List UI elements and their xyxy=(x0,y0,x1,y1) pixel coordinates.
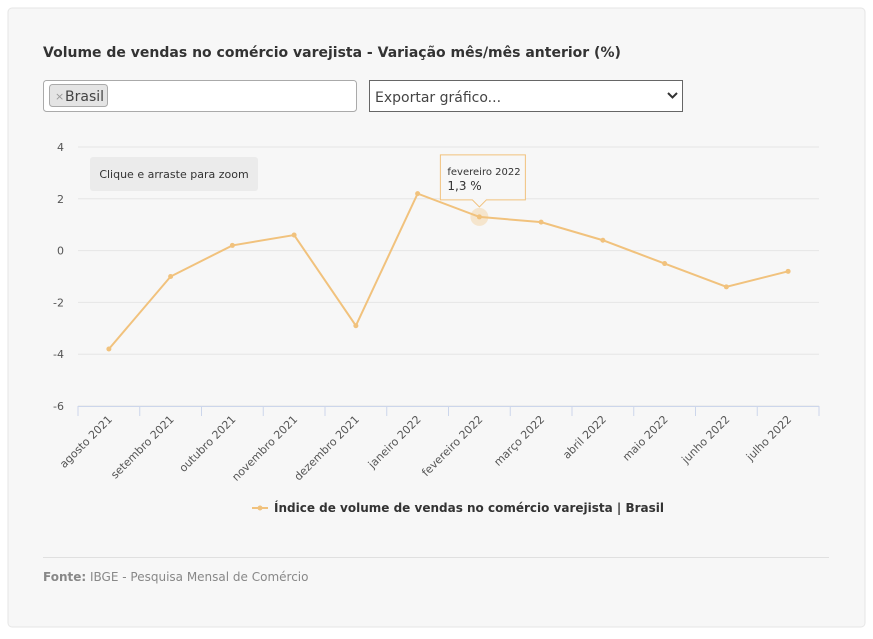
data-point xyxy=(723,284,729,290)
data-point xyxy=(662,261,668,267)
data-point xyxy=(106,346,112,352)
legend-label: Índice de volume de vendas no comércio v… xyxy=(274,500,664,515)
tooltip-title: fevereiro 2022 xyxy=(447,167,520,178)
data-point xyxy=(291,232,297,238)
filter-input[interactable] xyxy=(43,80,357,112)
data-point xyxy=(785,268,791,274)
export-select[interactable] xyxy=(369,80,683,112)
tooltip-value: 1,3 % xyxy=(447,179,481,193)
data-point xyxy=(415,191,421,197)
filter-tag-label: Brasil xyxy=(65,89,104,105)
footer-text: IBGE - Pesquisa Mensal de Comércio xyxy=(90,570,308,584)
select-arrow xyxy=(667,92,678,99)
y-tick-label: 0 xyxy=(57,245,64,258)
legend-marker xyxy=(257,505,263,511)
y-tick-label: -2 xyxy=(53,296,64,309)
series-line xyxy=(108,192,789,350)
data-point xyxy=(600,237,606,243)
footer-label: Fonte: xyxy=(43,570,86,584)
y-tick-label: 2 xyxy=(57,193,64,206)
data-point xyxy=(229,242,235,248)
y-tick-label: -4 xyxy=(53,348,64,361)
data-point xyxy=(353,323,359,329)
y-tick-label: -6 xyxy=(53,400,64,413)
tooltip-box xyxy=(439,154,526,208)
data-point xyxy=(476,214,482,220)
filter-remove[interactable]: × xyxy=(55,90,64,103)
export-select-label: Exportar gráfico... xyxy=(375,90,501,106)
chart-title: Volume de vendas no comércio varejista -… xyxy=(43,45,621,61)
footer-source: Fonte: IBGE - Pesquisa Mensal de Comérci… xyxy=(43,570,308,584)
filter-tag[interactable] xyxy=(49,84,108,107)
data-point xyxy=(168,274,174,279)
zoom-hint-box xyxy=(90,157,258,191)
zoom-hint: Clique e arraste para zoom xyxy=(99,168,248,181)
y-tick-label: 4 xyxy=(57,141,64,154)
data-point xyxy=(538,219,544,225)
